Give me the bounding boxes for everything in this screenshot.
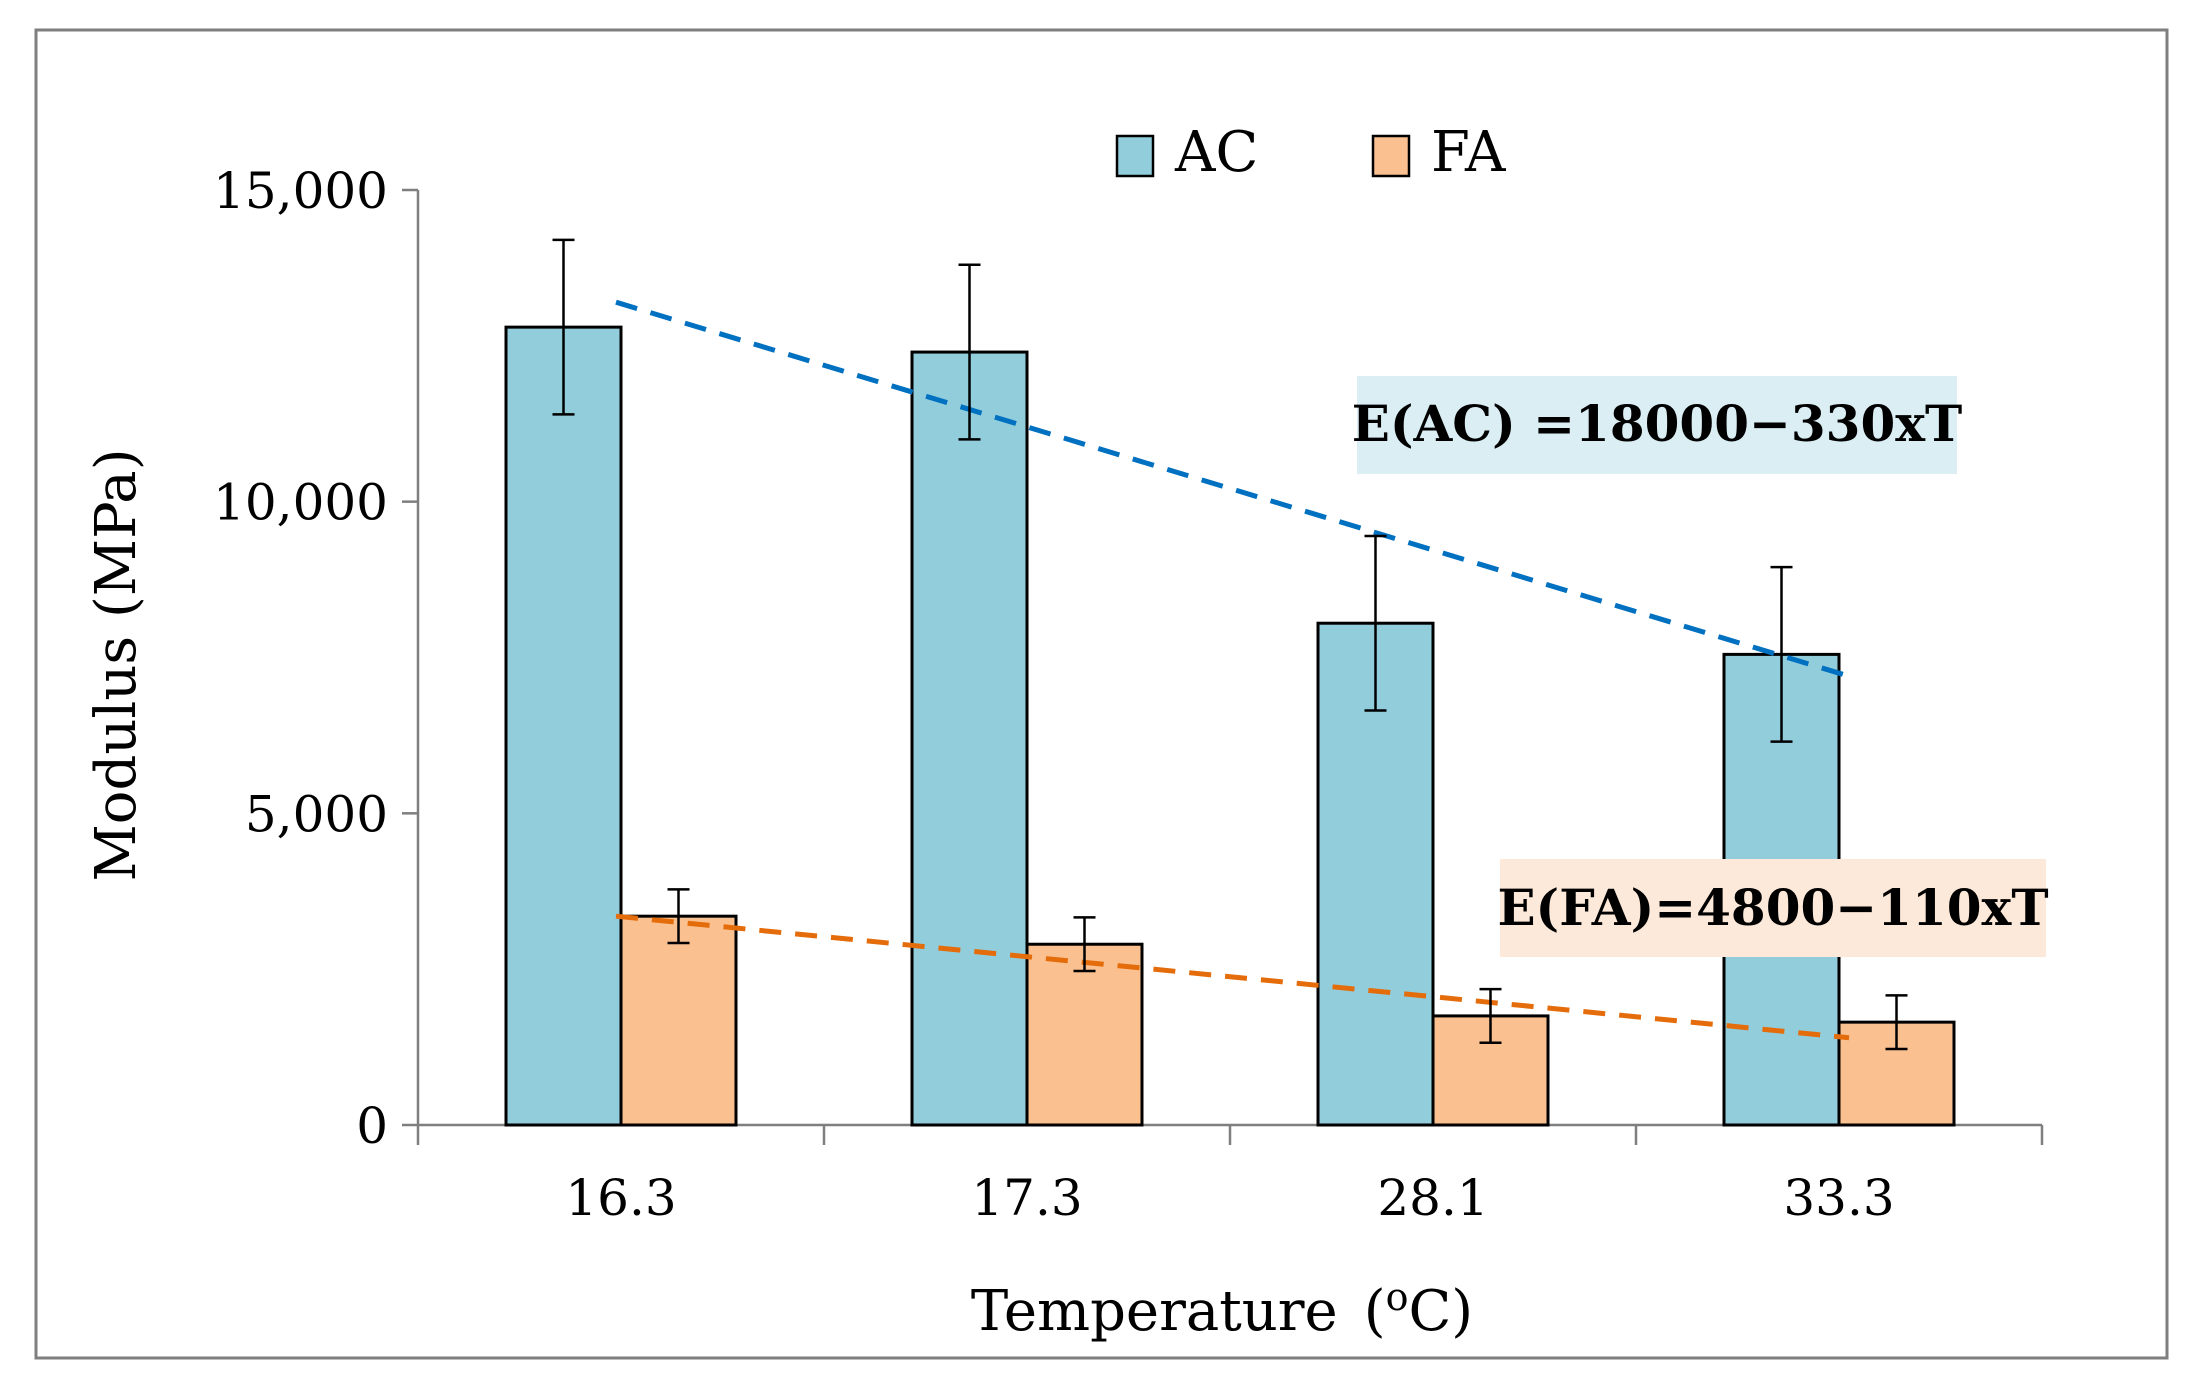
legend-swatch-ac	[1115, 134, 1155, 178]
chart-frame	[34, 28, 2169, 1360]
x-axis-title-unit-close: C)	[1408, 1279, 1473, 1344]
annotation-fa-box	[1500, 859, 2046, 957]
bar-fa	[619, 914, 738, 1127]
x-tick-label: 17.3	[971, 1169, 1082, 1227]
trendlines	[615, 299, 1850, 1041]
annotation-fa-text: E(FA)=4800−110xT	[1497, 878, 2048, 937]
trendline-fa	[615, 913, 1850, 1041]
y-axis: 0 5,000 10,000 15,000	[213, 162, 420, 1155]
error-bars	[552, 238, 1908, 1051]
bar-ac	[504, 325, 623, 1127]
x-axis-title-unit-sup: o	[1386, 1275, 1409, 1319]
bar-fa	[1025, 942, 1144, 1127]
x-axis: 16.3 17.3 28.1 33.3	[416, 1123, 2044, 1227]
annotation-ac-text: E(AC) =18000−330xT	[1352, 394, 1963, 453]
legend: AC FA	[1115, 120, 1506, 185]
annotations: E(AC) =18000−330xT E(FA)=4800−110xT	[1352, 376, 2049, 957]
y-tick-label: 10,000	[213, 474, 388, 532]
bar-ac	[910, 350, 1029, 1127]
y-tick-label: 15,000	[213, 162, 388, 220]
x-tick-label: 16.3	[565, 1169, 676, 1227]
legend-label-ac: AC	[1174, 120, 1258, 185]
y-tick-label: 0	[356, 1097, 388, 1155]
x-tick-label: 33.3	[1783, 1169, 1894, 1227]
y-tick-label: 5,000	[245, 785, 388, 843]
x-axis-title: Temperature (oC)	[971, 1275, 1473, 1344]
y-axis-title: Modulus (MPa)	[84, 448, 149, 881]
x-axis-title-unit-open: (	[1364, 1279, 1386, 1344]
annotation-ac-box	[1357, 376, 1957, 474]
x-tick-label: 28.1	[1377, 1169, 1488, 1227]
legend-swatch-fa	[1371, 134, 1411, 178]
legend-label-fa: FA	[1431, 120, 1506, 185]
x-axis-title-main: Temperature	[971, 1279, 1338, 1344]
